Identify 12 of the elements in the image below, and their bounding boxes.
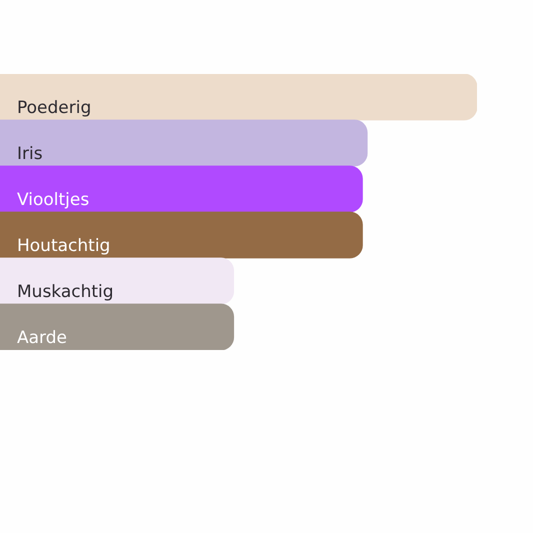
y-tick-label: Poederig [17, 98, 92, 118]
y-tick-label: Houtachtig [17, 236, 110, 256]
bar [0, 212, 363, 258]
bar [0, 74, 477, 120]
y-tick-label: Viooltjes [17, 190, 90, 210]
bar [0, 166, 363, 212]
bar [0, 258, 234, 304]
y-tick-label: Aarde [17, 328, 67, 348]
bar [0, 304, 234, 350]
bar [0, 120, 368, 166]
y-tick-label: Iris [17, 144, 43, 164]
y-tick-label: Muskachtig [17, 282, 114, 302]
